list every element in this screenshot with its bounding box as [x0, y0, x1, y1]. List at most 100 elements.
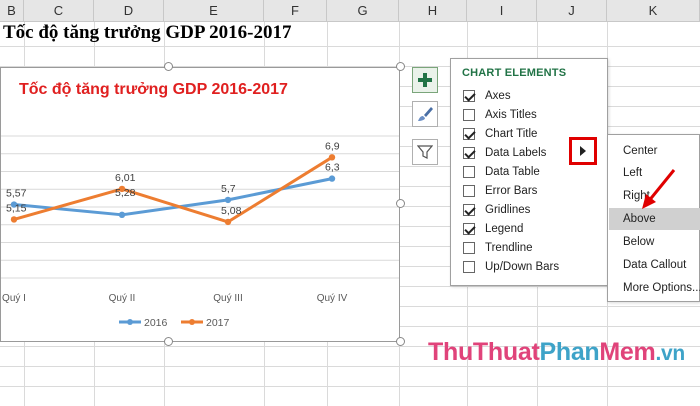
axis-titles-checkbox[interactable]	[463, 108, 475, 121]
panel-item-data-labels[interactable]: Data Labels	[463, 143, 546, 162]
data-point	[10, 216, 18, 223]
data-labels-checkbox[interactable]	[463, 146, 475, 159]
data-label: 6,3	[325, 162, 340, 174]
panel-item-label: Chart Title	[485, 127, 538, 140]
submenu-item-more-options[interactable]: More Options...	[623, 282, 700, 294]
data-point	[10, 201, 18, 208]
submenu-item-above[interactable]: Above	[609, 208, 700, 230]
data-point	[118, 185, 126, 193]
submenu-item-data-callout[interactable]: Data Callout	[623, 259, 687, 271]
column-header-j[interactable]: J	[537, 0, 607, 22]
watermark-part: Thuat	[472, 338, 540, 366]
chart-plot: Tốc độ tăng trưởng GDP 2016-2017 5,57 5,7…	[1, 81, 399, 329]
data-table-checkbox[interactable]	[463, 165, 475, 178]
up-down-bars-checkbox[interactable]	[463, 260, 475, 273]
data-label: 5,57	[6, 188, 27, 200]
filter-icon	[417, 145, 433, 159]
caret-right-icon	[580, 146, 586, 156]
panel-item-label: Axes	[485, 89, 511, 102]
data-label: 5,15	[6, 202, 27, 214]
panel-item-label: Legend	[485, 222, 524, 235]
data-point	[328, 175, 336, 182]
panel-item-label: Trendline	[485, 241, 533, 254]
legend-marker	[127, 319, 133, 325]
panel-item-axis-titles[interactable]: Axis Titles	[463, 105, 537, 124]
column-header-e[interactable]: E	[164, 0, 264, 22]
submenu-item-center[interactable]: Center	[623, 145, 658, 157]
panel-title: CHART ELEMENTS	[462, 67, 567, 79]
data-label: 6,9	[325, 140, 340, 152]
column-header-g[interactable]: G	[327, 0, 399, 22]
trendline-checkbox[interactable]	[463, 241, 475, 254]
x-tick-label: Quý II	[109, 293, 136, 304]
data-point	[224, 218, 232, 226]
data-point	[118, 211, 126, 219]
sheet-title-cell[interactable]: Tốc độ tăng trưởng GDP 2016-2017	[3, 22, 292, 43]
resize-handle-top-right[interactable]	[396, 62, 405, 71]
chart-title[interactable]: Tốc độ tăng trưởng GDP 2016-2017	[19, 81, 288, 98]
watermark-part: Phan	[539, 338, 600, 366]
paintbrush-icon	[418, 107, 433, 121]
data-labels-submenu: Center Left Right Above Below Data Callo…	[607, 134, 700, 302]
panel-item-data-table[interactable]: Data Table	[463, 162, 540, 181]
submenu-item-below[interactable]: Below	[623, 236, 655, 248]
panel-item-label: Error Bars	[485, 184, 538, 197]
panel-item-gridlines[interactable]: Gridlines	[463, 200, 530, 219]
submenu-item-right[interactable]: Right	[623, 190, 650, 202]
panel-item-up-down-bars[interactable]: Up/Down Bars	[463, 257, 559, 276]
panel-item-label: Gridlines	[485, 203, 531, 216]
chart-elements-button[interactable]	[412, 67, 438, 93]
legend-checkbox[interactable]	[463, 222, 475, 235]
panel-item-label: Axis Titles	[485, 108, 537, 121]
column-header-b[interactable]: B	[0, 0, 24, 22]
column-header-i[interactable]: I	[467, 0, 537, 22]
chart-styles-button[interactable]	[412, 101, 438, 127]
column-header-d[interactable]: D	[94, 0, 164, 22]
panel-item-error-bars[interactable]: Error Bars	[463, 181, 537, 200]
watermark-part: .vn	[655, 342, 685, 365]
data-point	[328, 154, 336, 161]
data-labels-expand-button[interactable]	[569, 137, 597, 165]
watermark-part: Thu	[428, 338, 473, 366]
resize-handle-top[interactable]	[164, 62, 173, 71]
chart-elements-panel: CHART ELEMENTS Axes Axis Titles Chart Ti…	[450, 58, 608, 286]
chart-filters-button[interactable]	[412, 139, 438, 165]
legend-marker	[189, 319, 195, 325]
resize-handle-bottom-right[interactable]	[396, 337, 405, 346]
resize-handle-right[interactable]	[396, 199, 405, 208]
annotation-arrow-icon	[642, 169, 676, 209]
data-point	[224, 196, 232, 204]
data-label: 5,08	[221, 205, 242, 217]
column-header-k[interactable]: K	[607, 0, 700, 22]
panel-item-trendline[interactable]: Trendline	[463, 238, 533, 257]
axes-checkbox[interactable]	[463, 89, 475, 102]
legend-label: 2016	[144, 317, 168, 329]
error-bars-checkbox[interactable]	[463, 184, 475, 197]
column-header-f[interactable]: F	[264, 0, 327, 22]
panel-item-axes[interactable]: Axes	[463, 86, 511, 105]
data-label: 5,28	[115, 187, 136, 199]
panel-item-legend[interactable]: Legend	[463, 219, 523, 238]
plus-icon	[418, 73, 432, 87]
column-header-row: B C D E F G H I J K	[0, 0, 700, 22]
panel-item-label: Up/Down Bars	[485, 260, 560, 273]
submenu-item-left[interactable]: Left	[623, 167, 643, 179]
series-line-2017	[13, 156, 333, 224]
gridlines-checkbox[interactable]	[463, 203, 475, 216]
panel-item-chart-title[interactable]: Chart Title	[463, 124, 537, 143]
watermark-part: Mem	[599, 338, 656, 366]
x-tick-label: Quý I	[2, 293, 26, 304]
watermark: ThuThuatPhanMem.vn	[428, 338, 685, 367]
column-header-h[interactable]: H	[399, 0, 467, 22]
data-label: 5,7	[221, 183, 236, 195]
resize-handle-bottom[interactable]	[164, 337, 173, 346]
line-chart[interactable]: Tốc độ tăng trưởng GDP 2016-2017 5,57 5,7…	[0, 67, 400, 342]
panel-item-label: Data Table	[485, 165, 540, 178]
data-label: 6,01	[115, 172, 136, 184]
panel-item-label: Data Labels	[485, 146, 547, 159]
chart-title-checkbox[interactable]	[463, 127, 475, 140]
x-tick-label: Quý III	[213, 293, 242, 304]
column-header-c[interactable]: C	[24, 0, 94, 22]
series-line-2016	[13, 177, 333, 217]
x-tick-label: Quý IV	[317, 293, 348, 304]
